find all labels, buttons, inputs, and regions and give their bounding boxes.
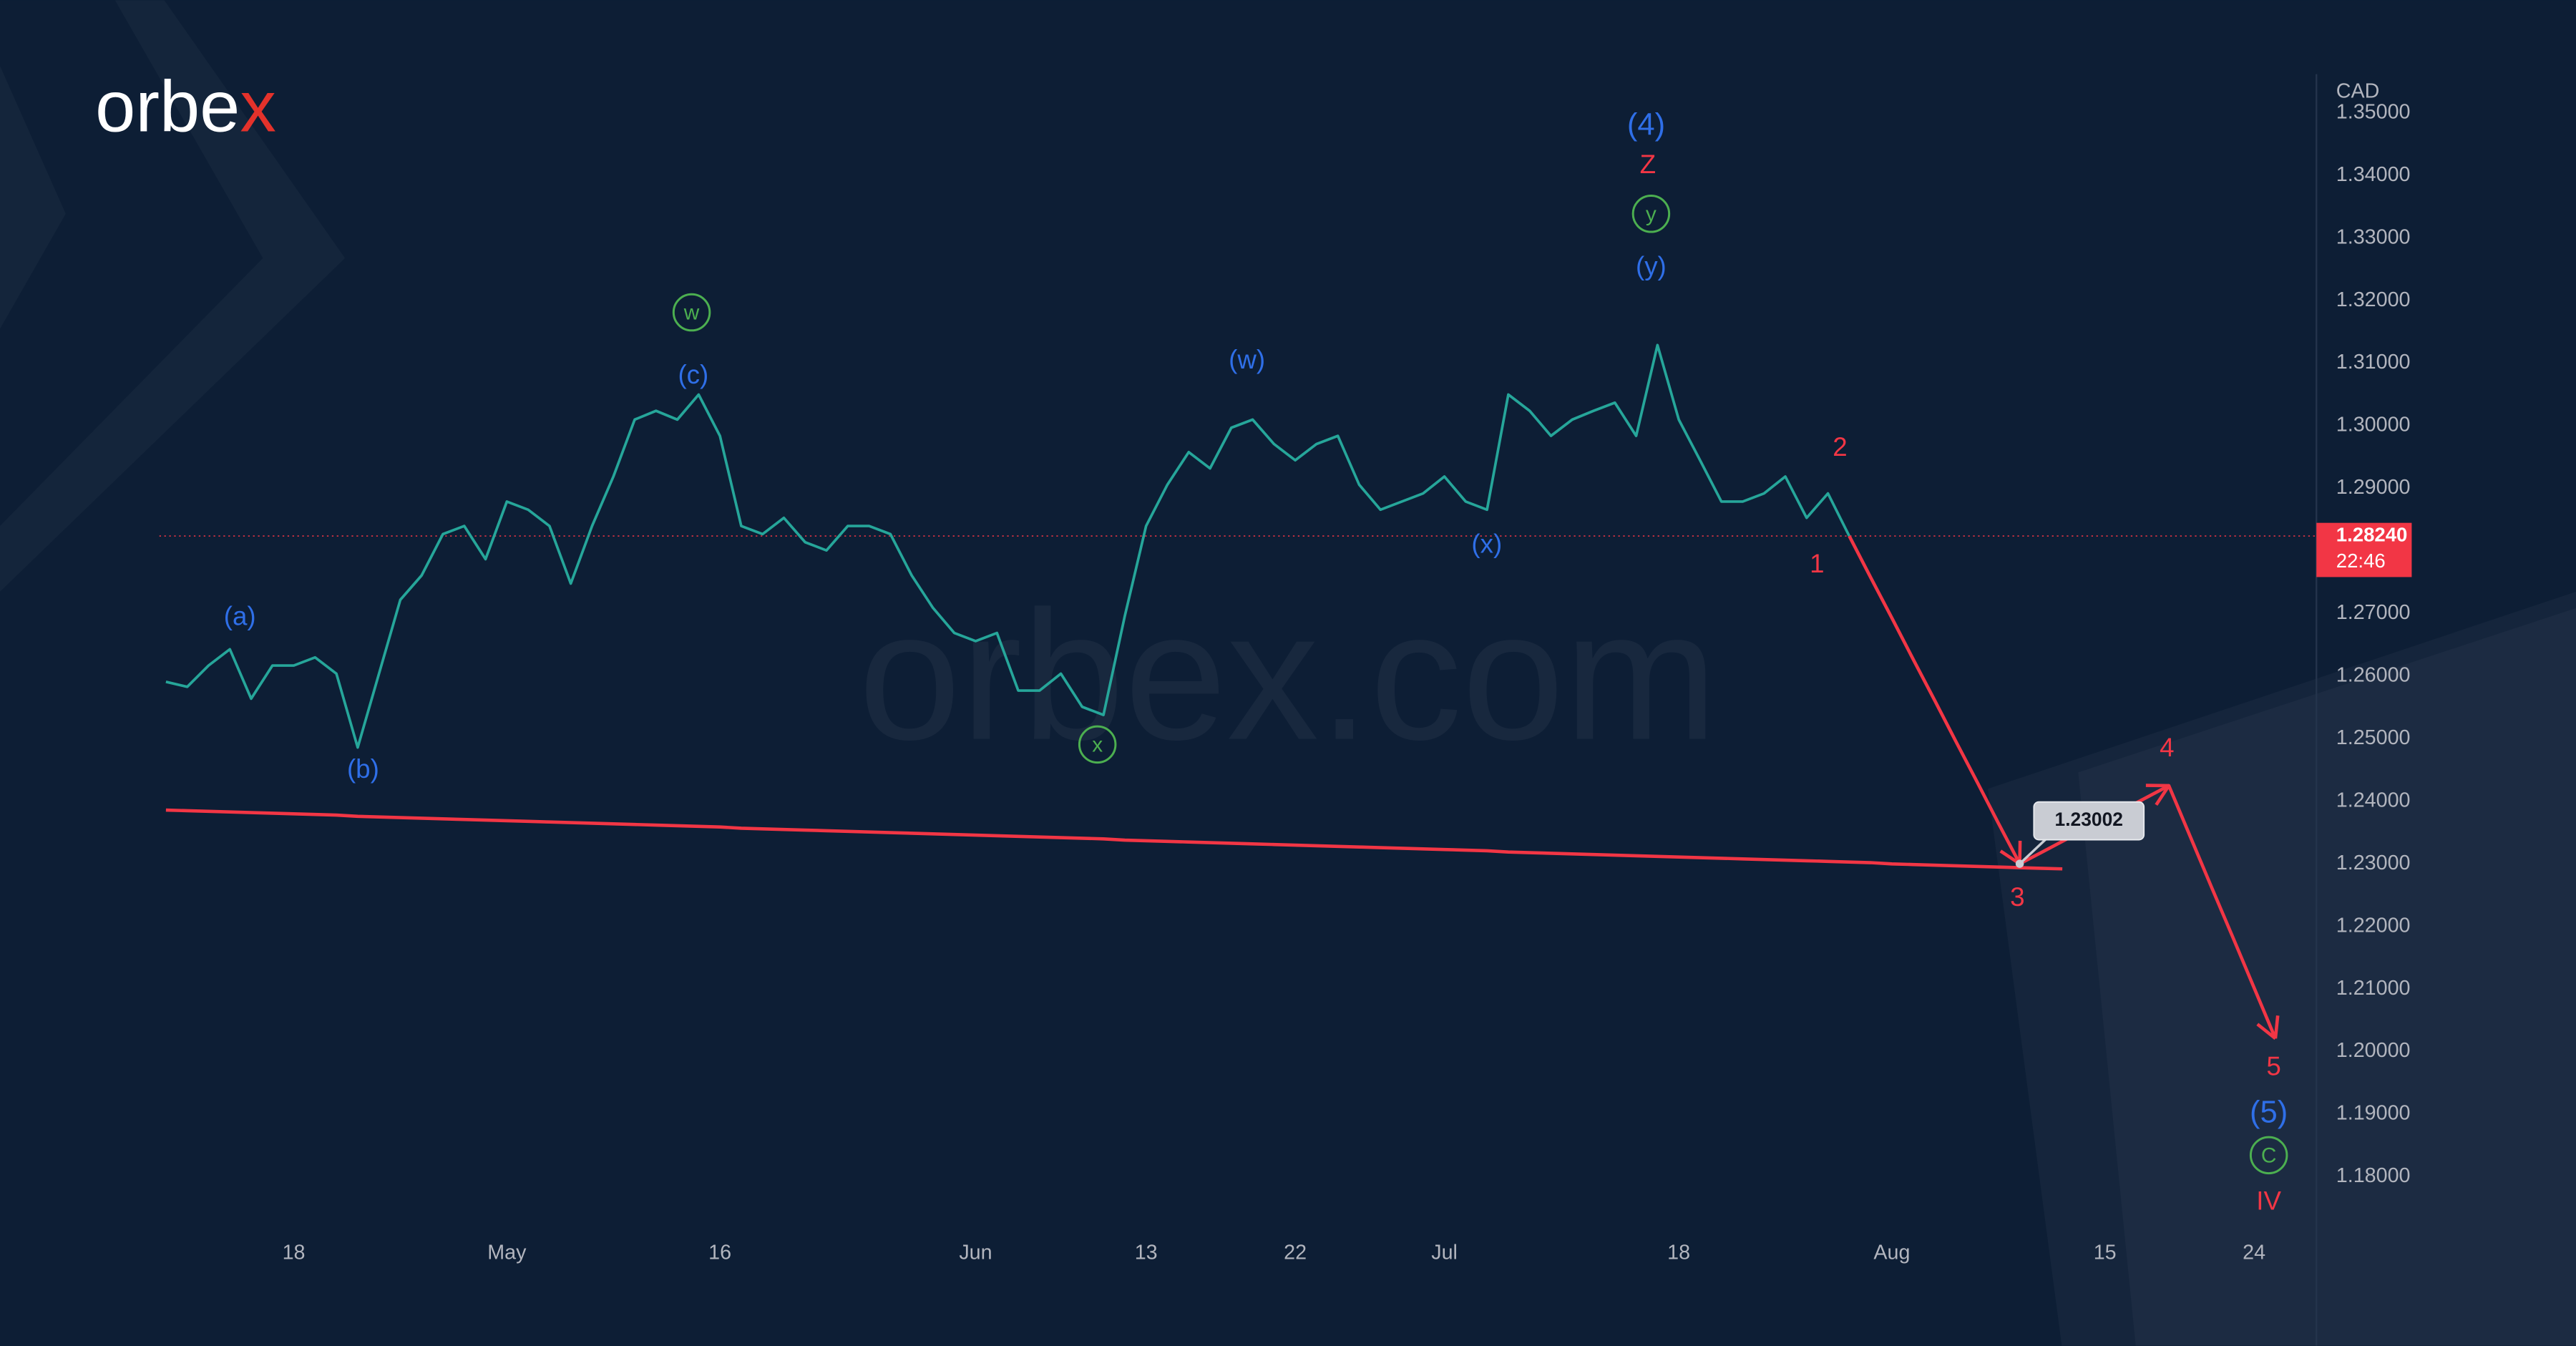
wave-label: 5 [2266, 1051, 2280, 1081]
y-tick-label: 1.27000 [2336, 601, 2411, 624]
y-tick-label: 1.18000 [2336, 1164, 2411, 1187]
x-tick-label: Aug [1873, 1242, 1910, 1264]
y-tick-label: 1.24000 [2336, 789, 2411, 811]
wave-label: (w) [1229, 345, 1265, 374]
wave-label: (x) [1471, 529, 1502, 558]
wave-label: x [1092, 733, 1103, 757]
logo-text: orbe [95, 67, 240, 147]
wave-label: 2 [1833, 432, 1847, 462]
x-tick-label: May [487, 1242, 527, 1264]
series-line [165, 343, 1850, 749]
arrow-head [2155, 784, 2170, 806]
y-tick-label: 1.21000 [2336, 977, 2411, 1000]
wave-label: (b) [347, 754, 379, 784]
wave-label: 3 [2010, 882, 2024, 912]
y-tick-label: 1.26000 [2336, 664, 2411, 687]
x-tick-label: Jun [959, 1242, 992, 1264]
x-tick-label: 18 [1667, 1242, 1690, 1264]
callout-pointer [2019, 837, 2048, 865]
wave-label: C [2261, 1144, 2277, 1168]
wave-label: (4) [1627, 108, 1665, 142]
series-line [165, 808, 2063, 871]
x-tick-label: Jul [1431, 1242, 1458, 1264]
wave-label: Z [1640, 150, 1656, 179]
price-tag [2316, 522, 2412, 577]
arrow-head [2273, 1015, 2280, 1039]
y-tick-label: 1.29000 [2336, 476, 2411, 499]
wave-label: IV [2256, 1186, 2281, 1216]
x-tick-label: 24 [2243, 1242, 2265, 1264]
wave-label: (c) [678, 360, 708, 389]
axis-unit: CAD [2336, 79, 2380, 102]
logo: orbex [95, 67, 276, 147]
wave-label: 1 [1810, 549, 1824, 578]
x-tick-label: 13 [1135, 1242, 1158, 1264]
callout-dot [2015, 859, 2024, 868]
x-tick-label: 22 [1284, 1242, 1307, 1264]
arrow-head [2256, 1023, 2277, 1040]
wave-label-circle [1631, 195, 1671, 233]
x-tick-label: 18 [283, 1242, 306, 1264]
y-tick-label: 1.22000 [2336, 914, 2411, 937]
wave-label: y [1646, 203, 1657, 226]
wave-label: (y) [1636, 251, 1667, 281]
watermark: orbex.com [859, 573, 1717, 779]
y-tick-label: 1.25000 [2336, 726, 2411, 749]
wave-label: w [683, 301, 700, 325]
y-tick-label: 1.32000 [2336, 288, 2411, 311]
wave-label: (5) [2250, 1095, 2288, 1129]
wave-label: 4 [2160, 733, 2174, 762]
price-tag-label: 1.28240 [2336, 523, 2408, 545]
wave-label: (a) [224, 601, 256, 630]
wave-label-circle [2249, 1136, 2288, 1175]
y-tick-label: 1.35000 [2336, 100, 2411, 123]
wave-label-circle [672, 293, 711, 332]
y-tick-label: 1.20000 [2336, 1039, 2411, 1062]
callout-label: 1.23002 [2055, 809, 2123, 830]
y-tick-label: 1.19000 [2336, 1102, 2411, 1125]
y-tick-label: 1.31000 [2336, 351, 2411, 374]
y-tick-label: 1.33000 [2336, 225, 2411, 248]
countdown: 22:46 [2336, 550, 2386, 572]
y-tick-label: 1.34000 [2336, 163, 2411, 186]
y-tick-label: 1.23000 [2336, 852, 2411, 874]
wave-label-circle [1078, 725, 1117, 764]
x-tick-label: 16 [708, 1242, 731, 1264]
logo-accent: x [240, 67, 276, 147]
callout-box [2033, 801, 2145, 841]
y-tick-label: 1.30000 [2336, 414, 2411, 437]
x-tick-label: 15 [2094, 1242, 2117, 1264]
series-line [1848, 535, 2278, 1040]
